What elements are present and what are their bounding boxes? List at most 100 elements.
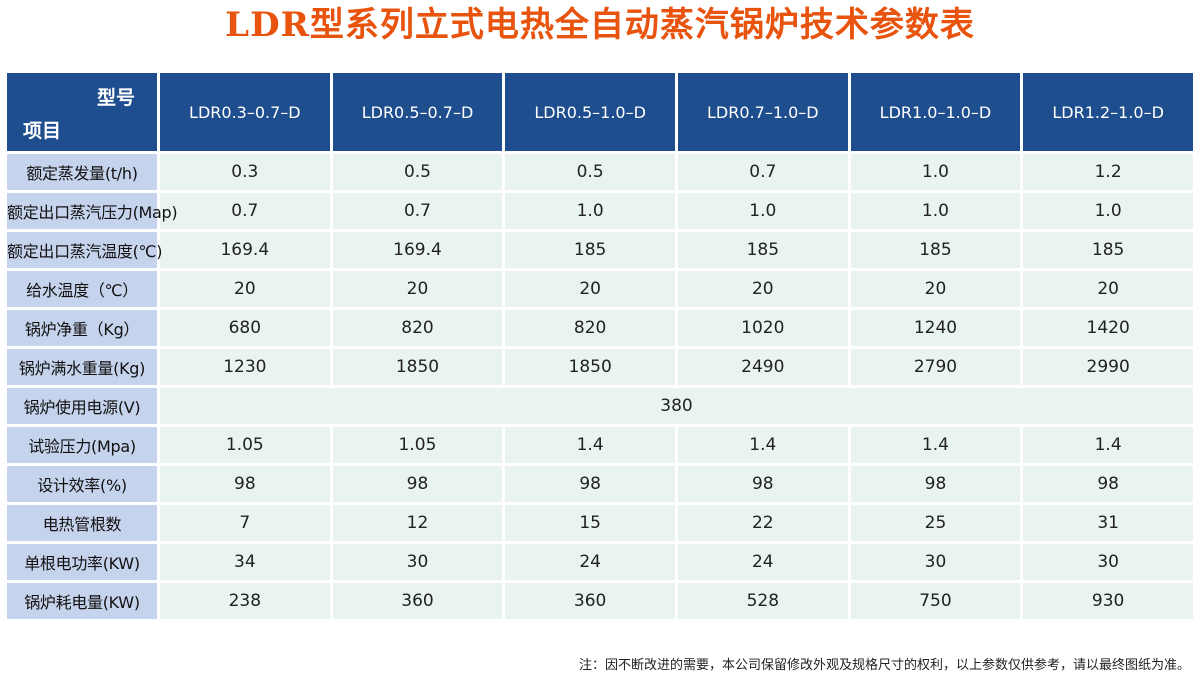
value-cell: 820 <box>505 310 675 346</box>
value-cell: 25 <box>850 505 1021 541</box>
value-cell: 1850 <box>332 349 503 385</box>
value-cell: 20 <box>332 271 503 307</box>
value-cell: 98 <box>1023 466 1193 502</box>
model-header: LDR0.5–0.7–D <box>332 73 503 151</box>
value-cell: 12 <box>332 505 503 541</box>
footnote: 注：因不断改进的需要，本公司保留修改外观及规格尺寸的权利，以上参数仅供参考，请以… <box>578 658 1190 673</box>
row-label: 给水温度（℃） <box>7 271 157 307</box>
row-label: 锅炉净重（Kg） <box>7 310 157 346</box>
table-body: 额定蒸发量(t/h) 0.3 0.5 0.5 0.7 1.0 1.2 额定出口蒸汽压力(Map… <box>7 154 1193 619</box>
value-cell: 20 <box>160 271 330 307</box>
value-cell: 98 <box>677 466 848 502</box>
value-cell: 0.5 <box>505 154 675 190</box>
value-cell: 1020 <box>677 310 848 346</box>
value-cell: 2490 <box>677 349 848 385</box>
value-cell: 680 <box>160 310 330 346</box>
value-cell: 15 <box>505 505 675 541</box>
table-row: 给水温度（℃） 20 20 20 20 20 20 <box>7 271 1193 307</box>
value-cell: 0.7 <box>332 193 503 229</box>
value-cell: 169.4 <box>160 232 330 268</box>
model-header: LDR0.7–1.0–D <box>677 73 848 151</box>
table-row: 试验压力(Mpa) 1.05 1.05 1.4 1.4 1.4 1.4 <box>7 427 1193 463</box>
row-label: 锅炉耗电量(KW) <box>7 583 157 619</box>
value-cell: 30 <box>850 544 1021 580</box>
value-cell: 1.2 <box>1023 154 1193 190</box>
value-cell: 30 <box>332 544 503 580</box>
page-title: LDR型系列立式电热全自动蒸汽锅炉技术参数表 <box>225 5 975 45</box>
table-row: 锅炉耗电量(KW) 238 360 360 528 750 930 <box>7 583 1193 619</box>
table-row: 锅炉净重（Kg） 680 820 820 1020 1240 1420 <box>7 310 1193 346</box>
value-cell: 930 <box>1023 583 1193 619</box>
table-row: 额定出口蒸汽压力(Map) 0.7 0.7 1.0 1.0 1.0 1.0 <box>7 193 1193 229</box>
value-cell: 98 <box>160 466 330 502</box>
value-cell: 1.0 <box>850 193 1021 229</box>
row-label: 设计效率(%) <box>7 466 157 502</box>
table-header-row: 型号 项目 LDR0.3–0.7–D LDR0.5–0.7–D LDR0.5–1… <box>7 73 1193 151</box>
value-cell: 185 <box>1023 232 1193 268</box>
table-row: 锅炉使用电源(V) 380 <box>7 388 1193 424</box>
value-cell: 528 <box>677 583 848 619</box>
row-label: 锅炉满水重量(Kg) <box>7 349 157 385</box>
value-cell: 22 <box>677 505 848 541</box>
value-cell: 98 <box>850 466 1021 502</box>
value-cell: 1240 <box>850 310 1021 346</box>
value-cell: 360 <box>505 583 675 619</box>
merged-value-cell: 380 <box>160 388 1193 424</box>
value-cell: 1.4 <box>1023 427 1193 463</box>
value-cell: 31 <box>1023 505 1193 541</box>
table-row: 额定蒸发量(t/h) 0.3 0.5 0.5 0.7 1.0 1.2 <box>7 154 1193 190</box>
row-label: 电热管根数 <box>7 505 157 541</box>
value-cell: 2990 <box>1023 349 1193 385</box>
value-cell: 1.0 <box>677 193 848 229</box>
value-cell: 20 <box>505 271 675 307</box>
model-header: LDR1.0–1.0–D <box>850 73 1021 151</box>
value-cell: 1420 <box>1023 310 1193 346</box>
corner-model-label: 型号 <box>96 87 135 109</box>
value-cell: 1.0 <box>850 154 1021 190</box>
value-cell: 24 <box>677 544 848 580</box>
table-row: 锅炉满水重量(Kg) 1230 1850 1850 2490 2790 2990 <box>7 349 1193 385</box>
value-cell: 7 <box>160 505 330 541</box>
value-cell: 20 <box>850 271 1021 307</box>
corner-item-label: 项目 <box>23 120 62 142</box>
value-cell: 360 <box>332 583 503 619</box>
value-cell: 1.0 <box>505 193 675 229</box>
value-cell: 185 <box>505 232 675 268</box>
row-label: 单根电功率(KW) <box>7 544 157 580</box>
value-cell: 750 <box>850 583 1021 619</box>
value-cell: 98 <box>505 466 675 502</box>
value-cell: 24 <box>505 544 675 580</box>
table-row: 设计效率(%) 98 98 98 98 98 98 <box>7 466 1193 502</box>
value-cell: 1850 <box>505 349 675 385</box>
value-cell: 20 <box>677 271 848 307</box>
value-cell: 169.4 <box>332 232 503 268</box>
value-cell: 185 <box>677 232 848 268</box>
value-cell: 1.05 <box>332 427 503 463</box>
value-cell: 0.3 <box>160 154 330 190</box>
value-cell: 0.7 <box>160 193 330 229</box>
value-cell: 30 <box>1023 544 1193 580</box>
value-cell: 238 <box>160 583 330 619</box>
corner-header-cell: 型号 项目 <box>7 73 157 151</box>
model-header: LDR1.2–1.0–D <box>1023 73 1193 151</box>
value-cell: 2790 <box>850 349 1021 385</box>
table-row: 额定出口蒸汽温度(℃) 169.4 169.4 185 185 185 185 <box>7 232 1193 268</box>
table-row: 单根电功率(KW) 34 30 24 24 30 30 <box>7 544 1193 580</box>
value-cell: 1.4 <box>505 427 675 463</box>
row-label: 额定蒸发量(t/h) <box>7 154 157 190</box>
value-cell: 1.4 <box>850 427 1021 463</box>
value-cell: 1.0 <box>1023 193 1193 229</box>
value-cell: 820 <box>332 310 503 346</box>
value-cell: 34 <box>160 544 330 580</box>
value-cell: 1.4 <box>677 427 848 463</box>
value-cell: 185 <box>850 232 1021 268</box>
value-cell: 1.05 <box>160 427 330 463</box>
table-row: 电热管根数 7 12 15 22 25 31 <box>7 505 1193 541</box>
row-label: 额定出口蒸汽温度(℃) <box>7 232 162 268</box>
spec-table: 型号 项目 LDR0.3–0.7–D LDR0.5–0.7–D LDR0.5–1… <box>4 70 1196 622</box>
value-cell: 0.7 <box>677 154 848 190</box>
value-cell: 0.5 <box>332 154 503 190</box>
model-header: LDR0.3–0.7–D <box>160 73 330 151</box>
value-cell: 1230 <box>160 349 330 385</box>
value-cell: 20 <box>1023 271 1193 307</box>
